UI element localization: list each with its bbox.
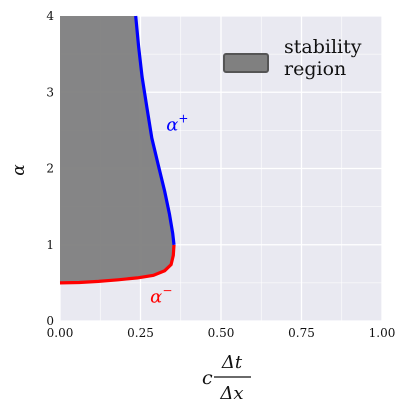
- alpha-minus-line: [59, 244, 176, 285]
- x-tick-label: 0.50: [208, 326, 235, 340]
- alpha-plus-line: [134, 15, 176, 245]
- alpha-minus-label: α−: [150, 284, 172, 308]
- x-tick-label: 0.75: [288, 326, 315, 340]
- stability-region-fill: [60, 16, 174, 283]
- x-label-denominator: Δx: [219, 383, 243, 404]
- y-tick-label: 2: [46, 162, 54, 176]
- x-tick-label: 0.00: [47, 326, 74, 340]
- y-tick-label: 1: [46, 238, 54, 252]
- x-tick-label: 1.00: [369, 326, 396, 340]
- y-tick-label: 0: [46, 314, 54, 328]
- legend-label-line2: region: [284, 58, 346, 80]
- y-axis-label: α: [9, 164, 29, 176]
- x-axis-label: c Δt Δx: [202, 352, 251, 404]
- legend-swatch: [223, 53, 269, 73]
- x-label-prefix: c: [202, 367, 213, 389]
- x-tick-labels: 0.00 0.25 0.50 0.75 1.00: [47, 326, 396, 340]
- x-label-numerator: Δt: [221, 352, 243, 373]
- y-tick-label: 4: [46, 9, 54, 23]
- x-tick-label: 0.25: [127, 326, 154, 340]
- y-tick-labels: 0 1 2 3 4: [46, 9, 54, 328]
- y-tick-label: 3: [46, 85, 54, 99]
- legend-label-line1: stability: [284, 36, 362, 58]
- legend: stability region: [223, 36, 362, 80]
- alpha-plus-label: α+: [166, 111, 188, 135]
